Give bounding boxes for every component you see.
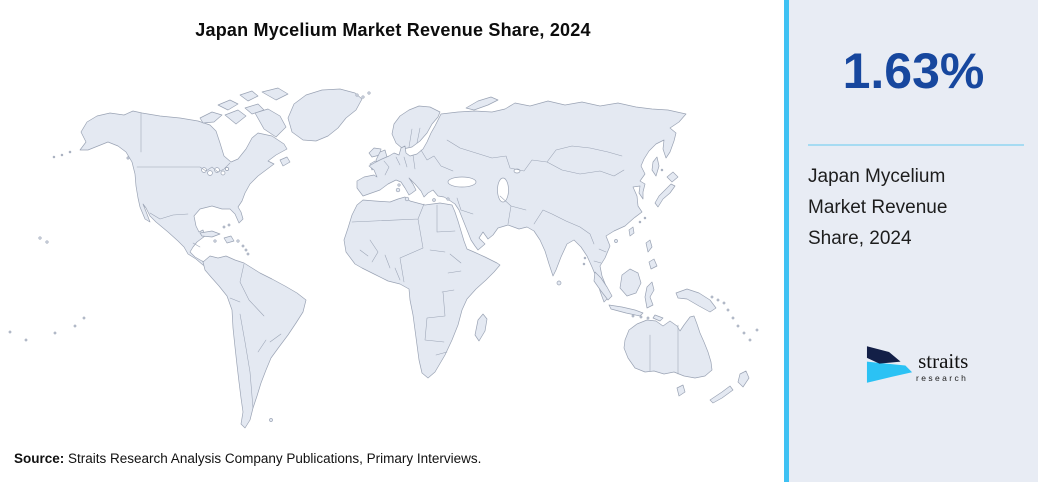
continent-south-america	[202, 255, 307, 429]
source-note: Source: Straits Research Analysis Compan…	[14, 451, 481, 466]
island-andaman	[582, 262, 586, 266]
island-vanuatu-fiji	[748, 338, 752, 342]
landmasses	[8, 87, 759, 429]
island-hainan	[614, 239, 618, 243]
island-philippines	[645, 239, 658, 270]
island-hispaniola	[223, 235, 235, 244]
great-lakes	[214, 167, 220, 173]
island-timor	[652, 314, 664, 322]
island-cyprus	[446, 197, 450, 201]
island-madagascar	[474, 313, 488, 342]
island-solomons	[722, 301, 726, 305]
island-kuril	[660, 168, 664, 172]
island-greenland	[287, 88, 363, 142]
island-lesser-sunda	[639, 315, 643, 319]
stat-panel: 1.63% Japan Mycelium Market Revenue Shar…	[784, 0, 1038, 482]
black-sea	[447, 176, 477, 188]
great-lakes	[225, 167, 229, 171]
island-vanuatu-fiji	[736, 324, 740, 328]
island-specks	[213, 239, 217, 243]
island-specks	[53, 331, 57, 335]
island-new-guinea	[675, 288, 717, 313]
island-ryukyu	[643, 216, 647, 220]
island-specks	[244, 248, 248, 252]
island-vancouver	[126, 156, 130, 160]
island-newfoundland	[279, 156, 291, 167]
island-specks	[241, 244, 245, 248]
island-sri-lanka	[556, 280, 562, 286]
island-specks	[236, 239, 240, 243]
island-hawaii	[45, 240, 49, 244]
continent-north-america	[79, 110, 288, 271]
water-bodies	[201, 167, 521, 203]
logo-cyan-chevron	[866, 361, 913, 383]
island-new-zealand	[709, 370, 750, 404]
logo-name: straits	[918, 349, 969, 373]
island-lesser-sunda	[646, 316, 650, 320]
logo-wordmark: straits research	[916, 344, 969, 384]
logo-navy-chevron	[866, 346, 901, 364]
island-specks	[246, 252, 250, 256]
island-cuba	[199, 230, 221, 238]
country-borders	[136, 112, 679, 409]
island-vanuatu-fiji	[742, 331, 746, 335]
straits-research-logo: straits research	[866, 344, 968, 387]
island-svalbard	[367, 91, 371, 95]
stat-description: Japan Mycelium Market Revenue Share, 202…	[808, 166, 948, 249]
island-sumatra	[593, 271, 613, 301]
island-specks	[24, 338, 28, 342]
island-vanuatu-fiji	[726, 308, 730, 312]
source-label: Source:	[14, 451, 65, 466]
world-map	[8, 87, 759, 429]
continent-africa	[343, 196, 501, 379]
island-hawaii	[38, 236, 42, 240]
island-crete	[432, 198, 436, 202]
island-vanuatu-fiji	[755, 328, 759, 332]
island-specks	[68, 150, 72, 154]
map-layers	[8, 87, 759, 429]
island-ryukyu	[638, 220, 642, 224]
island-falkland	[269, 418, 273, 422]
continent-australia	[623, 315, 713, 379]
island-solomons	[710, 295, 714, 299]
source-text: Straits Research Analysis Company Public…	[64, 451, 482, 466]
island-svalbard	[361, 95, 365, 99]
island-andaman	[583, 256, 587, 260]
island-taiwan	[628, 226, 635, 237]
great-lakes	[207, 170, 213, 176]
island-vanuatu-fiji	[731, 316, 735, 320]
logo-subtext: research	[916, 373, 969, 383]
island-specks	[8, 330, 12, 334]
island-sicily	[404, 196, 410, 202]
island-arctic-archipelago	[199, 87, 289, 138]
island-sardinia	[395, 187, 401, 193]
island-novaya-zemlya	[465, 96, 499, 111]
island-tasmania	[676, 384, 686, 397]
great-lakes	[220, 170, 226, 176]
island-specks	[227, 223, 231, 227]
island-japan	[654, 171, 679, 208]
island-borneo	[619, 268, 642, 297]
island-specks	[82, 316, 86, 320]
island-specks	[222, 225, 226, 229]
straits-logo-icon	[866, 346, 913, 383]
island-java	[608, 304, 644, 317]
peninsula-scandinavia	[391, 105, 441, 150]
island-lesser-sunda	[631, 314, 635, 318]
island-sakhalin	[651, 156, 660, 177]
stat-value: 1.63%	[842, 43, 985, 99]
island-sulawesi	[644, 281, 655, 309]
island-specks	[60, 153, 64, 157]
island-corsica	[397, 183, 401, 187]
chart-title: Japan Mycelium Market Revenue Share, 202…	[195, 20, 591, 40]
island-specks	[73, 324, 77, 328]
divider	[808, 144, 1024, 146]
island-solomons	[716, 298, 720, 302]
island-specks	[52, 155, 56, 159]
island-svalbard	[355, 93, 359, 97]
